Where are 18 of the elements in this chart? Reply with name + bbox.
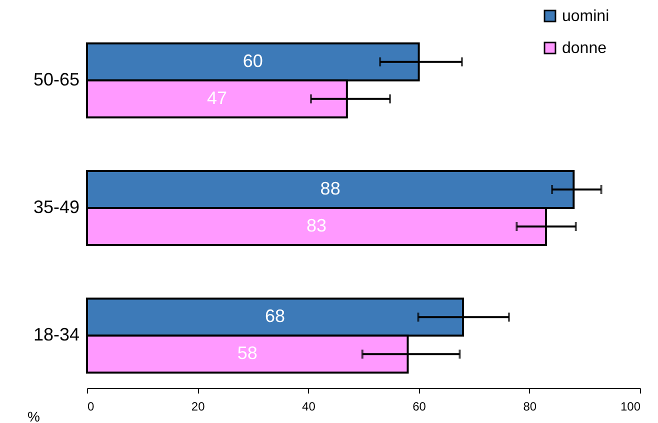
x-tick-label: 100 [620,400,641,414]
x-axis-title: % [28,408,40,423]
legend-label: donne [562,40,607,57]
legend-label: uomini [562,8,610,25]
y-tick-label: 18-34 [33,324,80,345]
x-tick-label: 60 [412,400,426,414]
y-tick-label: 50-65 [33,69,80,90]
data-label: 68 [265,306,286,326]
x-tick-label: 40 [302,400,316,414]
y-tick-label: 35-49 [33,197,80,217]
x-tick-label: 80 [523,400,537,414]
x-tick-label: 0 [88,400,94,414]
data-label: 47 [206,88,227,108]
data-label: 60 [242,50,263,71]
data-label: 83 [306,216,327,236]
x-tick-label: 20 [191,400,206,414]
data-label: 88 [320,178,340,198]
data-label: 58 [237,343,258,364]
